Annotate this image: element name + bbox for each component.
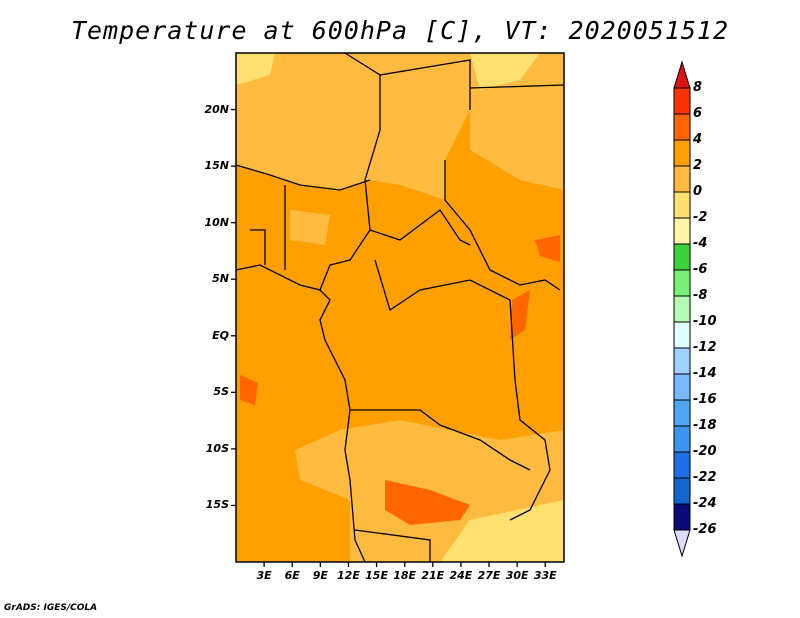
- lat-tick-label: 10N: [204, 215, 229, 229]
- map-frame: [235, 52, 565, 563]
- lat-tick-label: 20N: [204, 102, 229, 116]
- colorbar-swatch: [673, 87, 691, 115]
- colorbar-swatch: [673, 139, 691, 167]
- map-field: [236, 53, 564, 562]
- colorbar-label: -18: [693, 418, 717, 433]
- colorbar-swatch: [673, 399, 691, 427]
- lon-tick-label: 9E: [312, 569, 328, 582]
- hot-patch-south: [385, 480, 470, 525]
- colorbar-under-arrow: [673, 529, 691, 558]
- lat-tick-label: EQ: [212, 328, 229, 342]
- colorbar-swatch: [673, 165, 691, 193]
- warm-region-north: [236, 53, 470, 200]
- cool-patch-se: [440, 500, 564, 562]
- warm-patch-west: [290, 210, 330, 245]
- colorbar-swatch: [673, 243, 691, 271]
- lon-tick-label: 6E: [284, 569, 300, 582]
- colorbar-swatch: [673, 451, 691, 479]
- lat-tick-label: 15N: [204, 159, 229, 173]
- hot-patch-east2: [535, 235, 560, 262]
- colorbar-label: 4: [693, 132, 703, 147]
- lat-tick-label: 10S: [205, 441, 229, 455]
- colorbar-swatch: [673, 217, 691, 245]
- colorbar-swatch: [673, 347, 691, 375]
- colorbar-label: -16: [693, 392, 717, 407]
- lon-tick-label: 3E: [256, 569, 272, 582]
- colorbar-swatch: [673, 425, 691, 453]
- colorbar-label: 6: [693, 106, 703, 121]
- colorbar-label: -14: [693, 366, 717, 381]
- colorbar-swatch: [673, 295, 691, 323]
- lon-tick-label: 27E: [477, 569, 501, 582]
- axis-ticks: [231, 108, 546, 567]
- colorbar-label: -2: [693, 210, 708, 225]
- lon-tick-label: 33E: [533, 569, 557, 582]
- colorbar-label: -8: [693, 288, 708, 303]
- colorbar-label: -26: [693, 522, 717, 537]
- colorbar-label: -24: [693, 496, 717, 511]
- lon-tick-label: 12E: [337, 569, 360, 582]
- credit-label: GrADS: IGES/COLA: [4, 603, 98, 613]
- colorbar-label: -22: [693, 470, 717, 485]
- colorbar-swatch: [673, 321, 691, 349]
- colorbar-swatch: [673, 113, 691, 141]
- colorbar-label: -6: [693, 262, 708, 277]
- lat-tick-label: 15S: [205, 498, 229, 512]
- lat-tick-label: 5S: [213, 385, 229, 399]
- colorbar-label: 0: [693, 184, 703, 199]
- colorbar-label: 2: [693, 158, 703, 173]
- lon-tick-label: 21E: [421, 569, 445, 582]
- lon-tick-label: 30E: [505, 569, 529, 582]
- lon-tick-label: 18E: [393, 569, 417, 582]
- colorbar-label: -10: [693, 314, 717, 329]
- colorbar-swatch: [673, 503, 691, 531]
- colorbar-swatch: [673, 477, 691, 505]
- colorbar-label: -12: [693, 340, 717, 355]
- chart-title: Temperature at 600hPa [C], VT: 202005151…: [70, 16, 730, 45]
- hot-patch-west: [240, 375, 258, 405]
- cool-patch-nw: [236, 53, 275, 85]
- lon-tick-label: 24E: [449, 569, 473, 582]
- colorbar-over-arrow: [673, 60, 691, 89]
- hot-patch-east: [510, 290, 530, 340]
- colorbar-label: -4: [693, 236, 708, 251]
- country-borders: [235, 52, 565, 563]
- colorbar: [673, 60, 691, 558]
- lon-tick-label: 15E: [365, 569, 388, 582]
- colorbar-swatch: [673, 269, 691, 297]
- colorbar-label: 8: [693, 80, 703, 95]
- cool-patch-ne: [470, 53, 540, 90]
- colorbar-swatch: [673, 191, 691, 219]
- colorbar-label: -20: [693, 444, 717, 459]
- lat-tick-label: 5N: [212, 272, 229, 286]
- colorbar-swatch: [673, 373, 691, 401]
